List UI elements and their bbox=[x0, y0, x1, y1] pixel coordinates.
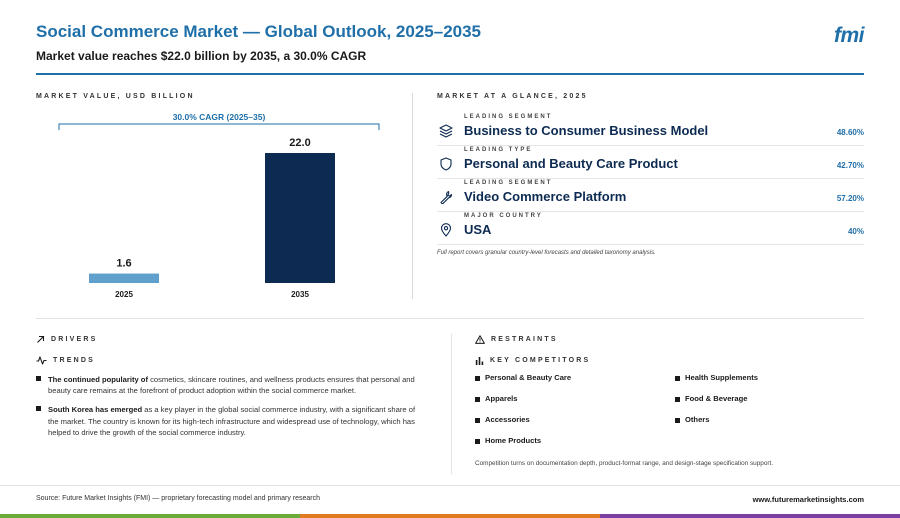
warning-icon bbox=[475, 334, 485, 344]
data-label-2035: 22.0 bbox=[289, 137, 310, 149]
competitor-label: Food & Beverage bbox=[685, 394, 748, 403]
list-item: Personal & Beauty Care bbox=[475, 374, 675, 382]
market-value-chart: 30.0% CAGR (2025–35) 1.6 2025 22.0 2035 bbox=[58, 112, 380, 299]
trend-line-icon bbox=[36, 355, 47, 365]
cagr-annotation: 30.0% CAGR (2025–35) bbox=[173, 112, 266, 122]
competitor-label: Health Supplements bbox=[685, 373, 758, 382]
glance-kicker: MAJOR COUNTRY bbox=[464, 213, 543, 219]
competitors-heading: KEY COMPETITORS bbox=[475, 355, 865, 365]
competitor-label: Others bbox=[685, 415, 710, 424]
bar-2025 bbox=[89, 273, 159, 283]
competitor-label: Personal & Beauty Care bbox=[485, 373, 572, 382]
competitors-note: Competition turns on documentation depth… bbox=[475, 460, 774, 467]
glance-name: USA bbox=[464, 222, 492, 237]
cagr-bracket bbox=[58, 123, 380, 130]
header-rule bbox=[36, 73, 864, 75]
glance-value: 42.70% bbox=[836, 161, 864, 170]
bullet-square bbox=[36, 406, 41, 412]
glance-note: Full report covers granular country-leve… bbox=[437, 250, 656, 256]
drivers-panel: DRIVERS TRENDS The continued popularity … bbox=[36, 334, 424, 438]
bullet-square bbox=[675, 396, 680, 402]
glance-name: Personal and Beauty Care Product bbox=[464, 156, 678, 171]
trend-lead: South Korea has emerged bbox=[48, 405, 143, 415]
competitor-label: Apparels bbox=[485, 394, 518, 403]
data-label-2025: 1.6 bbox=[116, 258, 131, 270]
glance-kicker: LEADING TYPE bbox=[464, 147, 533, 153]
glance-value: 40% bbox=[847, 227, 864, 236]
drivers-heading: DRIVERS bbox=[36, 334, 424, 344]
restraints-heading: RESTRAINTS bbox=[475, 334, 865, 344]
footer-source: Source: Future Market Insights (FMI) — p… bbox=[36, 495, 320, 502]
header: Social Commerce Market — Global Outlook,… bbox=[36, 22, 865, 63]
glance-value: 48.60% bbox=[836, 128, 864, 137]
trend-lead: The continued popularity of bbox=[48, 375, 148, 384]
list-item: Accessories bbox=[475, 416, 675, 424]
bullet-square bbox=[675, 375, 680, 381]
glance-kicker: LEADING SEGMENT bbox=[464, 180, 553, 186]
market-value-panel: MARKET VALUE, USD BILLION 30.0% CAGR (20… bbox=[36, 93, 406, 299]
market-glance-label: MARKET AT A GLANCE, 2025 bbox=[437, 93, 588, 100]
glance-name: Video Commerce Platform bbox=[464, 189, 627, 204]
fmi-logo[interactable]: fmi bbox=[834, 24, 865, 47]
footer-bar-orange bbox=[300, 514, 600, 518]
trends-label: TRENDS bbox=[53, 356, 95, 364]
bullet-square bbox=[475, 396, 480, 402]
map-pin-icon bbox=[440, 223, 452, 237]
trend-text: cosmetics, skincare routines, and wellne… bbox=[48, 375, 415, 396]
bullet-square bbox=[36, 376, 41, 381]
trends-heading: TRENDS bbox=[36, 355, 424, 365]
tick-label-2025: 2025 bbox=[115, 290, 133, 299]
glance-kicker: LEADING SEGMENT bbox=[464, 114, 553, 120]
section-divider bbox=[36, 318, 864, 319]
footer-bar-green bbox=[0, 514, 300, 518]
list-item: Apparels bbox=[475, 395, 675, 403]
glance-list: LEADING SEGMENT Business to Consumer Bus… bbox=[437, 113, 864, 245]
panel-divider bbox=[412, 93, 413, 299]
footer-bar-purple bbox=[600, 514, 900, 518]
market-value-label: MARKET VALUE, USD BILLION bbox=[36, 93, 195, 100]
bottom-divider bbox=[451, 334, 452, 474]
bullet-square bbox=[475, 438, 480, 444]
competitors-label: KEY COMPETITORS bbox=[490, 356, 591, 364]
restraints-label: RESTRAINTS bbox=[491, 335, 558, 343]
glance-row-type: LEADING TYPE Personal and Beauty Care Pr… bbox=[437, 146, 864, 179]
glance-row-platform: LEADING SEGMENT Video Commerce Platform … bbox=[437, 179, 864, 212]
bullet-square bbox=[675, 417, 680, 423]
glance-row-segment: LEADING SEGMENT Business to Consumer Bus… bbox=[437, 113, 864, 146]
trend-text: as a key player in the global social com… bbox=[48, 405, 416, 437]
bullet-square bbox=[475, 417, 480, 423]
footer-rule bbox=[0, 485, 900, 486]
page-subtitle: Market value reaches $22.0 billion by 20… bbox=[36, 49, 367, 63]
restraints-panel: RESTRAINTS KEY COMPETITORS Personal & Be… bbox=[475, 334, 865, 467]
list-item: Health Supplements bbox=[675, 374, 855, 382]
arrow-up-right-icon bbox=[37, 335, 45, 343]
market-glance-panel: MARKET AT A GLANCE, 2025 LEADING SEGMENT… bbox=[437, 93, 864, 256]
competitors-grid: Personal & Beauty Care Health Supplement… bbox=[475, 374, 865, 445]
bar-chart-icon bbox=[475, 356, 484, 365]
list-item: Food & Beverage bbox=[675, 395, 855, 403]
list-item: Home Products bbox=[475, 437, 675, 445]
drivers-label: DRIVERS bbox=[51, 335, 98, 343]
competitor-label: Home Products bbox=[485, 436, 542, 445]
competitor-label: Accessories bbox=[485, 415, 530, 424]
page-title: Social Commerce Market — Global Outlook,… bbox=[36, 22, 482, 41]
wrench-icon bbox=[440, 190, 453, 204]
tick-label-2035: 2035 bbox=[291, 290, 309, 299]
glance-row-country: MAJOR COUNTRY USA 40% bbox=[437, 212, 864, 245]
shield-icon bbox=[440, 157, 452, 171]
layers-icon bbox=[439, 124, 453, 138]
list-item: Others bbox=[675, 416, 855, 424]
glance-value: 57.20% bbox=[836, 194, 864, 203]
list-item: South Korea has emerged as a key player … bbox=[36, 404, 424, 438]
footer-color-bar bbox=[0, 514, 900, 518]
footer-url-link[interactable]: www.futuremarketinsights.com bbox=[752, 495, 864, 504]
trends-list: The continued popularity of cosmetics, s… bbox=[36, 374, 424, 438]
glance-name: Business to Consumer Business Model bbox=[464, 123, 709, 138]
bullet-square bbox=[475, 375, 480, 381]
list-item: The continued popularity of cosmetics, s… bbox=[36, 374, 424, 396]
bar-2035 bbox=[265, 153, 335, 283]
